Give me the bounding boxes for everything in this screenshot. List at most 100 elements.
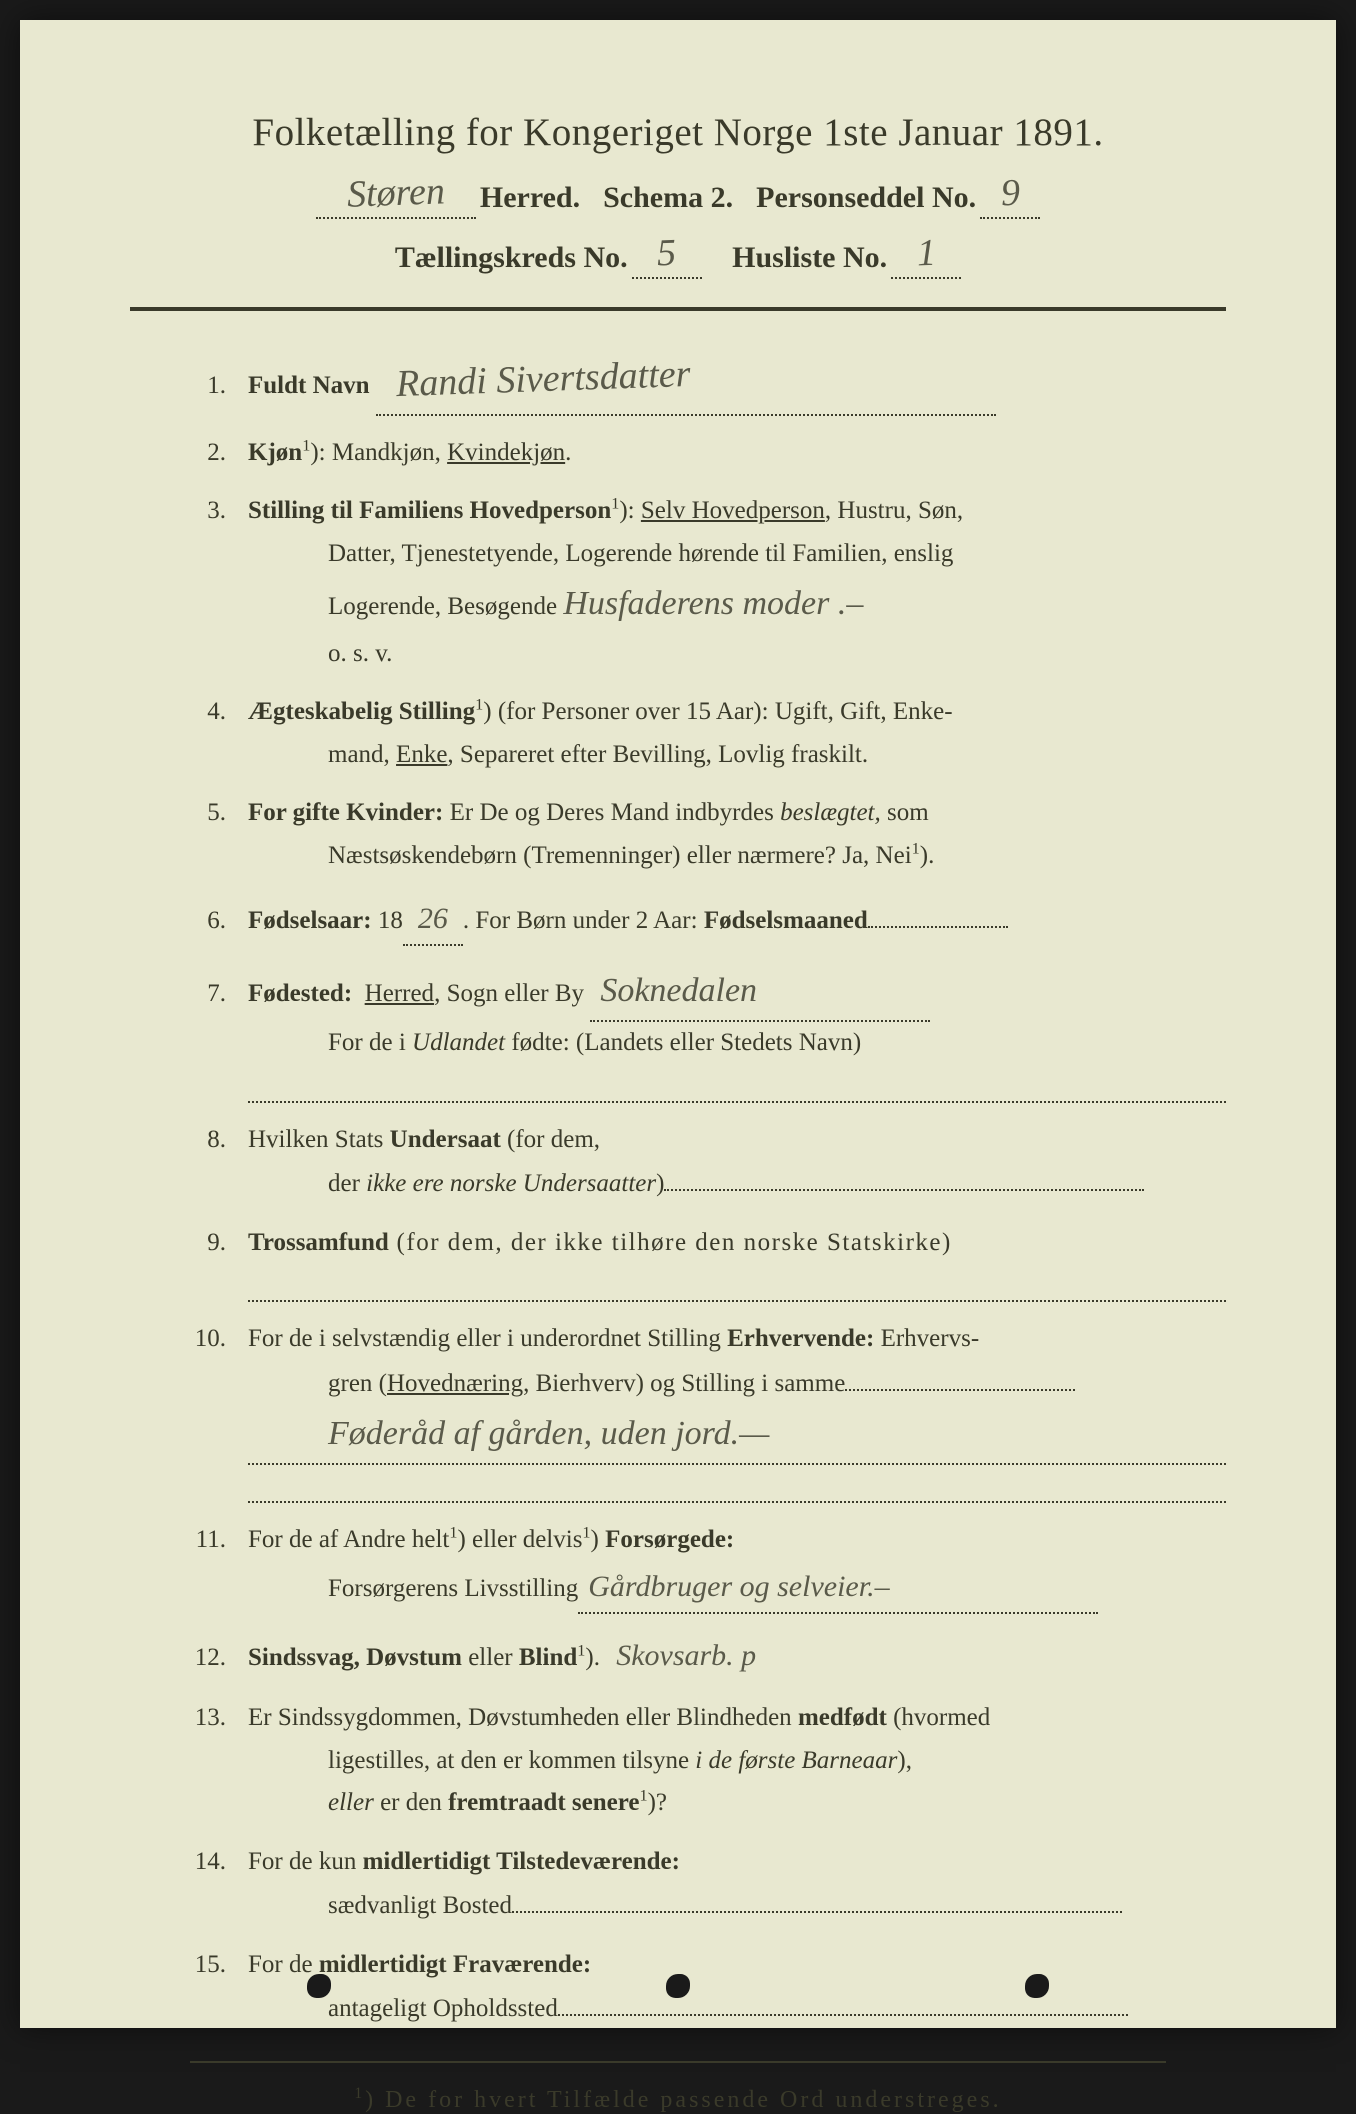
item-num: 7.	[190, 973, 248, 1016]
item-14: 14. For de kun midlertidigt Tilstedevære…	[190, 1841, 1226, 1928]
line2: Datter, Tjenestetyende, Logerende hørend…	[248, 533, 1226, 576]
t1: Er De og Deres Mand indbyrdes	[443, 799, 780, 826]
it2: i de første Barneaar	[695, 1747, 897, 1774]
kreds-value: 5	[656, 231, 677, 276]
line2: sædvanligt Bosted	[248, 1883, 1226, 1928]
t2: (for dem,	[501, 1126, 600, 1153]
personseddel-value: 9	[1000, 171, 1021, 216]
l2a: ligestilles, at den er kommen tilsyne	[328, 1747, 695, 1774]
punch-icon	[1025, 1974, 1049, 1998]
blank-line	[248, 1272, 1226, 1302]
l3a: Logerende, Besøgende	[328, 593, 563, 620]
line2: For de i Udlandet fødte: (Landets eller …	[248, 1022, 1226, 1065]
item-body: Fødselsaar: 1826. For Børn under 2 Aar: …	[248, 893, 1226, 946]
item-body: Trossamfund (for dem, der ikke tilhøre d…	[248, 1222, 1226, 1303]
fill	[664, 1161, 1144, 1191]
divider-top	[130, 307, 1226, 311]
t1: Hvilken Stats	[248, 1126, 390, 1153]
item-11: 11. For de af Andre helt1) eller delvis1…	[190, 1519, 1226, 1615]
item-num: 6.	[190, 900, 248, 943]
l2: gifte Kvinder:	[293, 799, 444, 826]
fill	[845, 1361, 1075, 1391]
place-value: Soknedalen	[600, 962, 757, 1020]
item-body: For de kun midlertidigt Tilstedeværende:…	[248, 1841, 1226, 1928]
l3b: er den	[374, 1789, 448, 1816]
divider-bottom	[190, 2061, 1166, 2063]
l1: For	[248, 799, 293, 826]
line2: mand, Enke, Separeret efter Bevilling, L…	[248, 734, 1226, 777]
kreds-fill: 5	[632, 233, 702, 279]
l2b: , Separeret efter Bevilling, Lovlig fras…	[447, 741, 868, 768]
l2a: For de i	[328, 1029, 412, 1056]
item-9: 9. Trossamfund (for dem, der ikke tilhør…	[190, 1222, 1226, 1303]
item-num: 1.	[190, 365, 248, 408]
it2: ikke ere norske Undersaatter	[366, 1170, 656, 1197]
t1: eller	[462, 1644, 519, 1671]
t1: For de kun	[248, 1848, 363, 1875]
item-1: 1. Fuldt Navn Randi Sivertsdatter	[190, 349, 1226, 416]
label: Fødested:	[248, 980, 352, 1007]
item-8: 8. Hvilken Stats Undersaat (for dem, der…	[190, 1119, 1226, 1206]
t1: ):	[619, 497, 641, 524]
title-line2: Støren Herred. Schema 2. Personseddel No…	[130, 173, 1226, 219]
t1: . For Børn under 2 Aar:	[463, 907, 704, 934]
item-num: 9.	[190, 1222, 248, 1265]
u1: Selv Hovedperson	[641, 497, 825, 524]
label: Sindssvag, Døvstum	[248, 1644, 462, 1671]
item-body: Ægteskabelig Stilling1) (for Personer ov…	[248, 691, 1226, 776]
herred-label: Herred.	[480, 181, 580, 215]
title-line3: Tællingskreds No. 5 Husliste No. 1	[130, 233, 1226, 279]
sup2: 1	[912, 840, 920, 858]
t2: Erhvervs-	[874, 1325, 979, 1352]
title-main: Folketælling for Kongeriget Norge 1ste J…	[130, 110, 1226, 155]
label: Stilling til Familiens Hovedperson	[248, 497, 611, 524]
after: .	[565, 439, 571, 466]
item-num: 13.	[190, 1697, 248, 1740]
herred-value: Støren	[346, 169, 445, 216]
month-fill	[868, 898, 1008, 928]
l2a: mand,	[328, 741, 396, 768]
label: Erhvervende:	[727, 1325, 874, 1352]
year-value: 26	[418, 893, 448, 944]
item-body: Hvilken Stats Undersaat (for dem, der ik…	[248, 1119, 1226, 1206]
items-list: 1. Fuldt Navn Randi Sivertsdatter 2. Kjø…	[130, 349, 1226, 2031]
husliste-fill: 1	[891, 233, 961, 279]
hand: Skovsarb. p	[616, 1630, 756, 1681]
l2a: der	[328, 1170, 366, 1197]
t2: som	[881, 799, 929, 826]
pre: 18	[372, 907, 403, 934]
schema-label: Schema 2.	[603, 181, 733, 215]
s2: 1	[582, 1524, 590, 1542]
t1: Er Sindssygdommen, Døvstumheden eller Bl…	[248, 1704, 798, 1731]
footnote: 1) De for hvert Tilfælde passende Ord un…	[130, 2085, 1226, 2114]
item-body: Stilling til Familiens Hovedperson1): Se…	[248, 490, 1226, 675]
item-body: Sindssvag, Døvstum eller Blind1). Skovsa…	[248, 1630, 1226, 1681]
name-value: Randi Sivertsdatter	[395, 342, 692, 417]
item-num: 12.	[190, 1637, 248, 1680]
hand3: Husfaderens moder .–	[563, 575, 863, 633]
name-fill: Randi Sivertsdatter	[376, 349, 996, 416]
kreds-label: Tællingskreds No.	[395, 241, 628, 275]
ftext: ) De for hvert Tilfælde passende Ord und…	[365, 2087, 1002, 2113]
l2b: )	[656, 1170, 664, 1197]
item-body: Kjøn1): Mandkjøn, Kvindekjøn.	[248, 432, 1226, 475]
label: Fuldt Navn	[248, 372, 370, 399]
item-2: 2. Kjøn1): Mandkjøn, Kvindekjøn.	[190, 432, 1226, 475]
t1: For de af Andre helt	[248, 1526, 449, 1553]
item-3: 3. Stilling til Familiens Hovedperson1):…	[190, 490, 1226, 675]
text: (for dem, der ikke tilhøre den norske St…	[389, 1229, 952, 1256]
blank-line	[248, 1473, 1226, 1503]
herred-fill: Støren	[316, 173, 476, 219]
year-fill: 26	[403, 893, 463, 946]
item-body: For de i selvstændig eller i underordnet…	[248, 1318, 1226, 1503]
punch-icon	[307, 1974, 331, 1998]
t2: ) eller delvis	[457, 1526, 582, 1553]
line3: Logerende, Besøgende Husfaderens moder .…	[248, 575, 1226, 633]
hand-line: Føderåd af gården, uden jord.—	[248, 1405, 1226, 1465]
it1: beslægtet,	[780, 799, 881, 826]
underlined: Kvindekjøn	[447, 439, 565, 466]
fill	[512, 1883, 1122, 1913]
item-num: 8.	[190, 1119, 248, 1162]
item-num: 11.	[190, 1519, 248, 1562]
line2: ligestilles, at den er kommen tilsyne i …	[248, 1740, 1226, 1783]
